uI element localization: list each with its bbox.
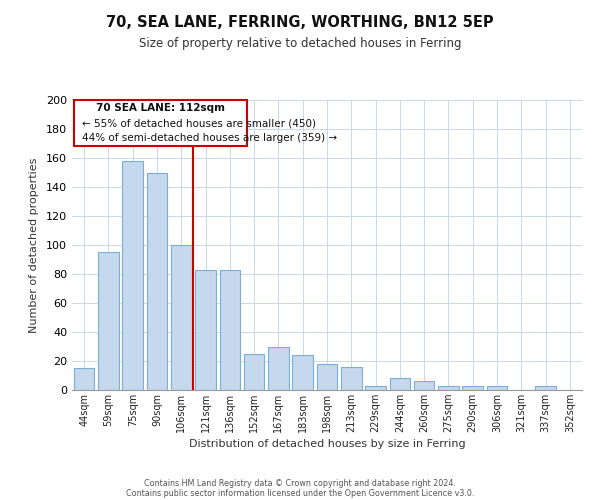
Bar	[365, 386, 386, 390]
Bar	[244, 354, 265, 390]
Bar	[171, 245, 191, 390]
Bar	[220, 270, 240, 390]
Bar	[487, 386, 508, 390]
Bar	[341, 367, 362, 390]
Bar	[438, 386, 459, 390]
Y-axis label: Number of detached properties: Number of detached properties	[29, 158, 39, 332]
Text: 44% of semi-detached houses are larger (359) →: 44% of semi-detached houses are larger (…	[82, 134, 337, 143]
Bar	[292, 355, 313, 390]
Text: Contains HM Land Registry data © Crown copyright and database right 2024.: Contains HM Land Registry data © Crown c…	[144, 478, 456, 488]
Bar	[535, 386, 556, 390]
FancyBboxPatch shape	[74, 100, 247, 146]
Bar	[463, 386, 483, 390]
Bar	[195, 270, 216, 390]
Bar	[389, 378, 410, 390]
Text: 70 SEA LANE: 112sqm: 70 SEA LANE: 112sqm	[96, 103, 225, 113]
Bar	[98, 252, 119, 390]
X-axis label: Distribution of detached houses by size in Ferring: Distribution of detached houses by size …	[188, 439, 466, 449]
Text: Size of property relative to detached houses in Ferring: Size of property relative to detached ho…	[139, 38, 461, 51]
Text: Contains public sector information licensed under the Open Government Licence v3: Contains public sector information licen…	[126, 488, 474, 498]
Bar	[74, 368, 94, 390]
Bar	[122, 161, 143, 390]
Text: 70, SEA LANE, FERRING, WORTHING, BN12 5EP: 70, SEA LANE, FERRING, WORTHING, BN12 5E…	[106, 15, 494, 30]
Bar	[268, 346, 289, 390]
Bar	[146, 172, 167, 390]
Text: ← 55% of detached houses are smaller (450): ← 55% of detached houses are smaller (45…	[82, 119, 316, 129]
Bar	[317, 364, 337, 390]
Bar	[414, 382, 434, 390]
